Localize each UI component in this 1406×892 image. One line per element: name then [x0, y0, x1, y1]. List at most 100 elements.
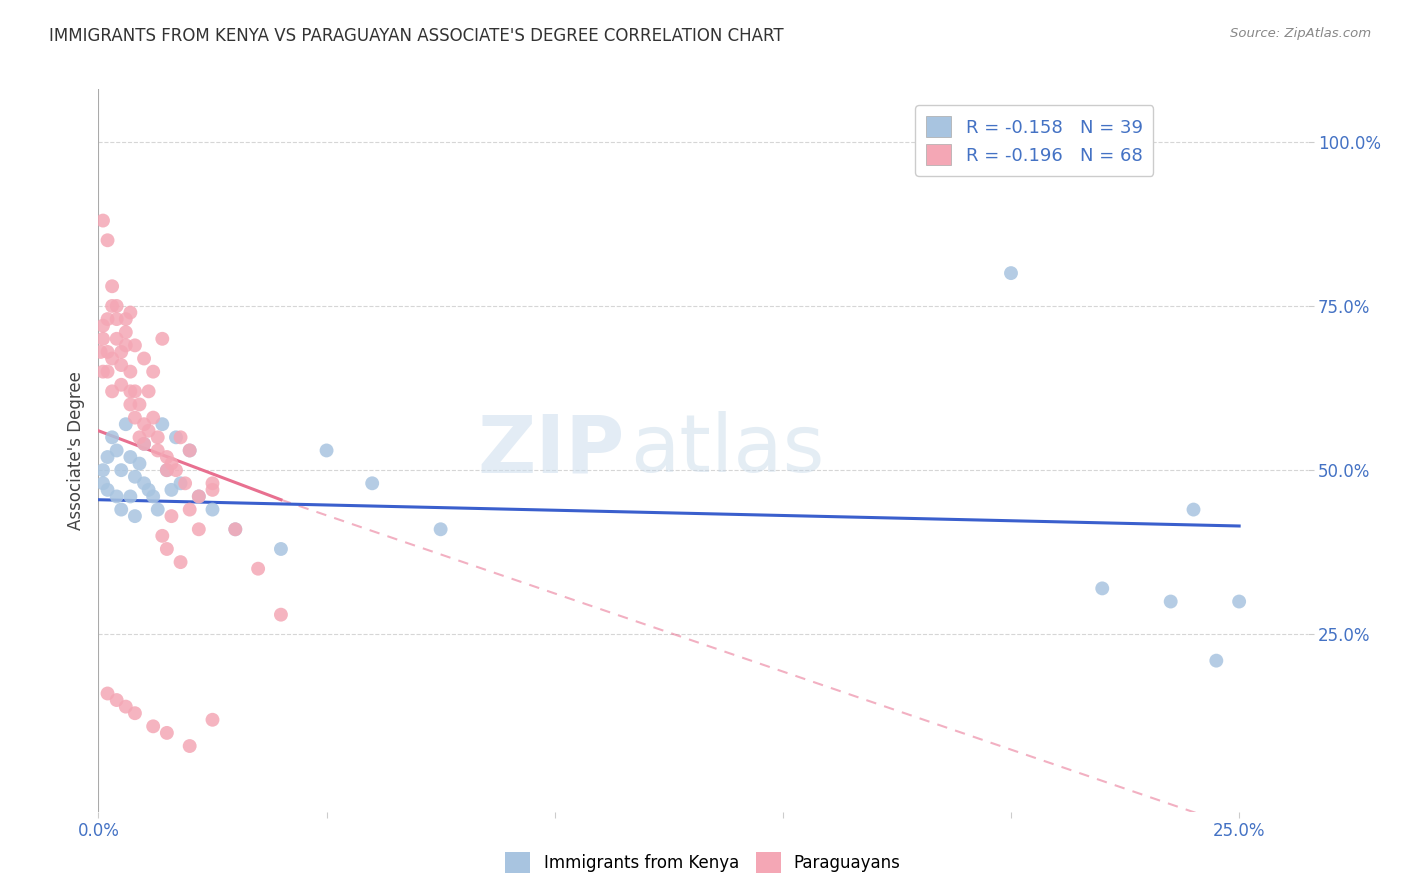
Point: [101, 351, 124, 366]
Point: [105, 299, 128, 313]
Point: [110, 358, 132, 372]
Point: [124, 338, 146, 352]
Point: [201, 476, 224, 491]
Point: [156, 463, 179, 477]
Point: [165, 430, 187, 444]
Point: [169, 476, 191, 491]
Point: [120, 397, 142, 411]
Point: [120, 490, 142, 504]
Point: [224, 522, 246, 536]
Point: [96, 312, 118, 326]
Point: [132, 351, 155, 366]
Point: [120, 384, 142, 399]
Point: [1091, 582, 1114, 596]
Point: [315, 443, 337, 458]
Point: [96, 686, 118, 700]
Point: [179, 502, 201, 516]
Point: [142, 490, 165, 504]
Point: [120, 305, 142, 319]
Point: [142, 719, 165, 733]
Point: [132, 437, 155, 451]
Point: [169, 430, 191, 444]
Point: [110, 345, 132, 359]
Point: [124, 410, 146, 425]
Point: [96, 450, 118, 464]
Point: [91, 332, 114, 346]
Point: [146, 502, 169, 516]
Point: [247, 562, 270, 576]
Point: [132, 476, 155, 491]
Y-axis label: Associate's Degree: Associate's Degree: [66, 371, 84, 530]
Point: [201, 713, 224, 727]
Point: [270, 607, 292, 622]
Point: [179, 443, 201, 458]
Point: [1000, 266, 1022, 280]
Point: [105, 693, 128, 707]
Point: [105, 443, 128, 458]
Point: [1205, 654, 1227, 668]
Point: [1182, 502, 1205, 516]
Point: [91, 318, 114, 333]
Point: [101, 299, 124, 313]
Point: [179, 443, 201, 458]
Point: [120, 450, 142, 464]
Point: [96, 233, 118, 247]
Point: [91, 213, 114, 227]
Point: [156, 463, 179, 477]
Point: [101, 279, 124, 293]
Point: [132, 417, 155, 432]
Point: [114, 417, 136, 432]
Point: [142, 410, 165, 425]
Point: [146, 443, 169, 458]
Point: [160, 509, 183, 524]
Point: [165, 463, 187, 477]
Point: [270, 541, 292, 556]
Point: [96, 483, 118, 497]
Point: [156, 726, 179, 740]
Legend: R = -0.158   N = 39, R = -0.196   N = 68: R = -0.158 N = 39, R = -0.196 N = 68: [915, 105, 1153, 176]
Point: [187, 490, 209, 504]
Point: [124, 384, 146, 399]
Point: [138, 384, 160, 399]
Text: Source: ZipAtlas.com: Source: ZipAtlas.com: [1230, 27, 1371, 40]
Point: [132, 437, 155, 451]
Point: [142, 365, 165, 379]
Point: [105, 332, 128, 346]
Point: [128, 430, 150, 444]
Point: [150, 529, 173, 543]
Point: [91, 463, 114, 477]
Point: [187, 490, 209, 504]
Point: [101, 430, 124, 444]
Point: [90, 345, 112, 359]
Point: [124, 706, 146, 721]
Point: [96, 345, 118, 359]
Point: [124, 509, 146, 524]
Point: [160, 457, 183, 471]
Point: [128, 397, 150, 411]
Point: [179, 739, 201, 753]
Point: [91, 365, 114, 379]
Point: [174, 476, 197, 491]
Point: [160, 483, 183, 497]
Point: [96, 365, 118, 379]
Point: [146, 430, 169, 444]
Point: [124, 469, 146, 483]
Point: [105, 312, 128, 326]
Point: [138, 424, 160, 438]
Point: [91, 476, 114, 491]
Point: [429, 522, 451, 536]
Point: [114, 325, 136, 339]
Point: [110, 502, 132, 516]
Point: [114, 699, 136, 714]
Point: [128, 457, 150, 471]
Point: [114, 338, 136, 352]
Point: [110, 377, 132, 392]
Point: [1160, 594, 1182, 608]
Point: [201, 483, 224, 497]
Point: [187, 522, 209, 536]
Point: [105, 490, 128, 504]
Point: [150, 332, 173, 346]
Point: [201, 502, 224, 516]
Text: IMMIGRANTS FROM KENYA VS PARAGUAYAN ASSOCIATE'S DEGREE CORRELATION CHART: IMMIGRANTS FROM KENYA VS PARAGUAYAN ASSO…: [49, 27, 783, 45]
Point: [224, 522, 246, 536]
